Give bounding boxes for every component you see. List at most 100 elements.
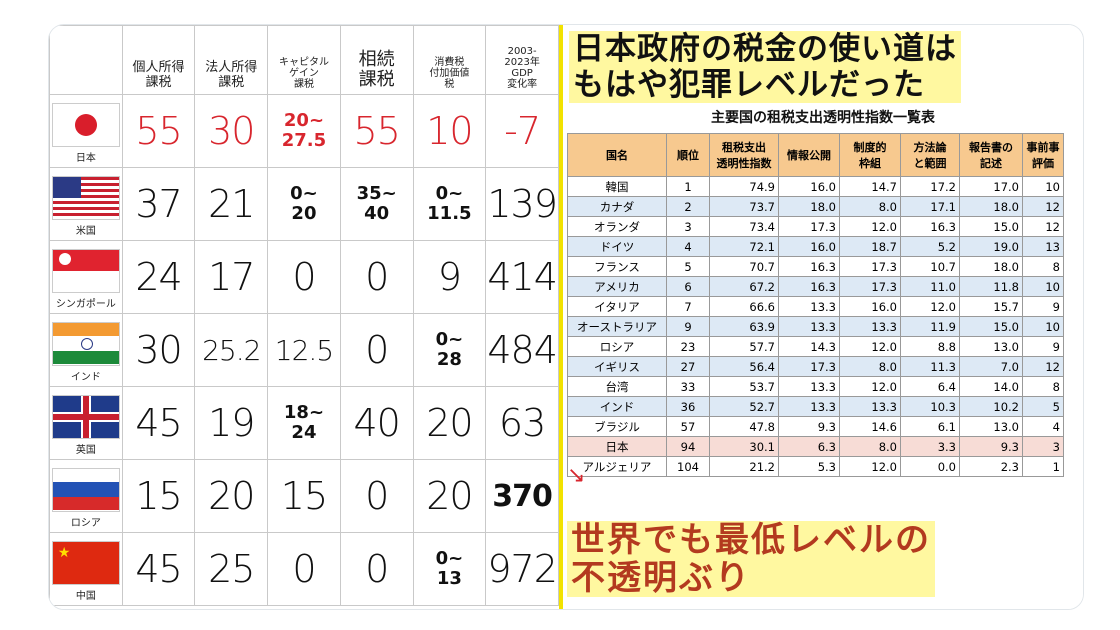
value-cell: 12.0 [839, 376, 901, 397]
value-cell: 10 [1022, 276, 1064, 297]
value-cell: 0.0 [900, 456, 960, 477]
usa-flag-icon [51, 175, 120, 220]
header-corporate-tax: 法人所得 課税 [194, 25, 269, 95]
tax-value-cell: 15 [121, 459, 196, 533]
tax-value: 17 [208, 255, 255, 299]
country-name-cell: ドイツ [567, 236, 667, 257]
country-name-cell: インド [567, 396, 667, 417]
value-cell: 15.0 [959, 316, 1023, 337]
tax-value-cell: 63 [485, 386, 559, 460]
value-cell: 70.7 [709, 256, 779, 277]
value-cell: 6.3 [778, 436, 840, 457]
tax-value: 370 [492, 478, 553, 514]
value-cell: 13.3 [839, 396, 901, 417]
tax-value: 0~ 20 [290, 183, 318, 224]
country-cell: インド [49, 313, 123, 387]
value-cell: 18.0 [959, 256, 1023, 277]
value-cell: 9 [1022, 336, 1064, 357]
value-cell: 14.3 [778, 336, 840, 357]
value-cell: 47.8 [709, 416, 779, 437]
table-row: ロシア 15 20 15 0 20 370 [49, 459, 559, 533]
tax-value-cell: 45 [121, 532, 196, 606]
value-cell: 8.8 [900, 336, 960, 357]
tax-value: 972 [487, 547, 558, 591]
value-cell: 7 [666, 296, 710, 317]
tax-value: 63 [498, 401, 546, 445]
tax-value: 18~ 24 [283, 402, 325, 443]
value-cell: 16.3 [900, 216, 960, 237]
tweet-media-card[interactable]: 個人所得 課税 法人所得 課税 キャピタル ゲイン 課税 相続 課税 消費税 付… [48, 24, 1084, 610]
value-cell: 53.7 [709, 376, 779, 397]
value-cell: 17.2 [900, 176, 960, 197]
tax-value-cell: 0~ 11.5 [412, 167, 487, 241]
tax-value: 25.2 [202, 333, 261, 367]
value-cell: 12.0 [839, 456, 901, 477]
value-cell: 30.1 [709, 436, 779, 457]
column-header: 報告書の 記述 [959, 133, 1023, 177]
tax-value-cell: 55 [339, 94, 414, 168]
tax-value: 0~ 11.5 [427, 183, 472, 224]
country-name: 米国 [75, 225, 96, 237]
value-cell: 19.0 [959, 236, 1023, 257]
tax-value-cell: 55 [121, 94, 196, 168]
footer-caption: 世界でも最低レベルの 不透明ぶり [567, 521, 935, 597]
country-name-cell: イタリア [567, 296, 667, 317]
tax-value-cell: 20 [194, 459, 269, 533]
value-cell: 16.0 [839, 296, 901, 317]
headline: 日本政府の税金の使い道は もはや犯罪レベルだった [569, 31, 961, 103]
country-name-cell: 韓国 [567, 176, 667, 197]
value-cell: 23 [666, 336, 710, 357]
tax-value-cell: 0~ 13 [412, 532, 487, 606]
tax-value: 9 [437, 255, 462, 299]
tax-value-cell: 17 [194, 240, 269, 314]
tax-value: 10 [426, 109, 473, 153]
tax-value-cell: 35~ 40 [339, 167, 414, 241]
value-cell: 1 [1022, 456, 1064, 477]
country-cell: ★ 中国 [49, 532, 123, 606]
country-name: インド [70, 371, 101, 383]
value-cell: 18.7 [839, 236, 901, 257]
tax-value-cell: 0 [339, 459, 414, 533]
tax-value: 0~ 28 [435, 329, 464, 370]
value-cell: 57 [666, 416, 710, 437]
value-cell: 10.3 [900, 396, 960, 417]
value-cell: 12.0 [839, 336, 901, 357]
value-cell: 9 [666, 316, 710, 337]
value-cell: 16.0 [778, 236, 840, 257]
tax-value-cell: 0~ 20 [267, 167, 341, 241]
tax-value-cell: 12.5 [267, 313, 341, 387]
singapore-flag-icon [51, 248, 120, 293]
tax-value-cell: 10 [412, 94, 487, 168]
value-cell: 12.0 [839, 216, 901, 237]
value-cell: 18.0 [778, 196, 840, 217]
transparency-index-panel: 日本政府の税金の使い道は もはや犯罪レベルだった 主要国の租税支出透明性指数一覧… [563, 25, 1083, 609]
tax-value: 25 [208, 547, 255, 591]
value-cell: 33 [666, 376, 710, 397]
tax-value-cell: 0 [267, 532, 341, 606]
country-name-cell: イギリス [567, 356, 667, 377]
value-cell: 63.9 [709, 316, 779, 337]
divider-line [559, 25, 563, 609]
table-row: フランス 5 70.7 16.3 17.3 10.7 18.0 8 [567, 256, 1064, 277]
tax-value-cell: 19 [194, 386, 269, 460]
tax-value: 20~ 27.5 [281, 110, 327, 151]
value-cell: 13.3 [778, 376, 840, 397]
country-name: 英国 [75, 444, 96, 456]
tax-value: 0 [365, 328, 389, 372]
tax-value-cell: 40 [339, 386, 414, 460]
tax-value: 19 [208, 401, 255, 445]
country-name: 中国 [75, 590, 96, 602]
tax-value: 414 [487, 255, 558, 299]
table-row: ロシア 23 57.7 14.3 12.0 8.8 13.0 9 [567, 336, 1064, 357]
tax-value-cell: 484 [485, 313, 559, 387]
value-cell: 2 [666, 196, 710, 217]
country-name: シンガポール [55, 298, 116, 310]
value-cell: 6.4 [900, 376, 960, 397]
uk-flag-icon [51, 394, 120, 439]
tax-rate-comparison-table: 個人所得 課税 法人所得 課税 キャピタル ゲイン 課税 相続 課税 消費税 付… [49, 25, 559, 609]
value-cell: 74.9 [709, 176, 779, 197]
tax-value-cell: 30 [121, 313, 196, 387]
country-cell: 日本 [49, 94, 123, 168]
table-title: 主要国の租税支出透明性指数一覧表 [711, 110, 935, 126]
tax-value-cell: 18~ 24 [267, 386, 341, 460]
